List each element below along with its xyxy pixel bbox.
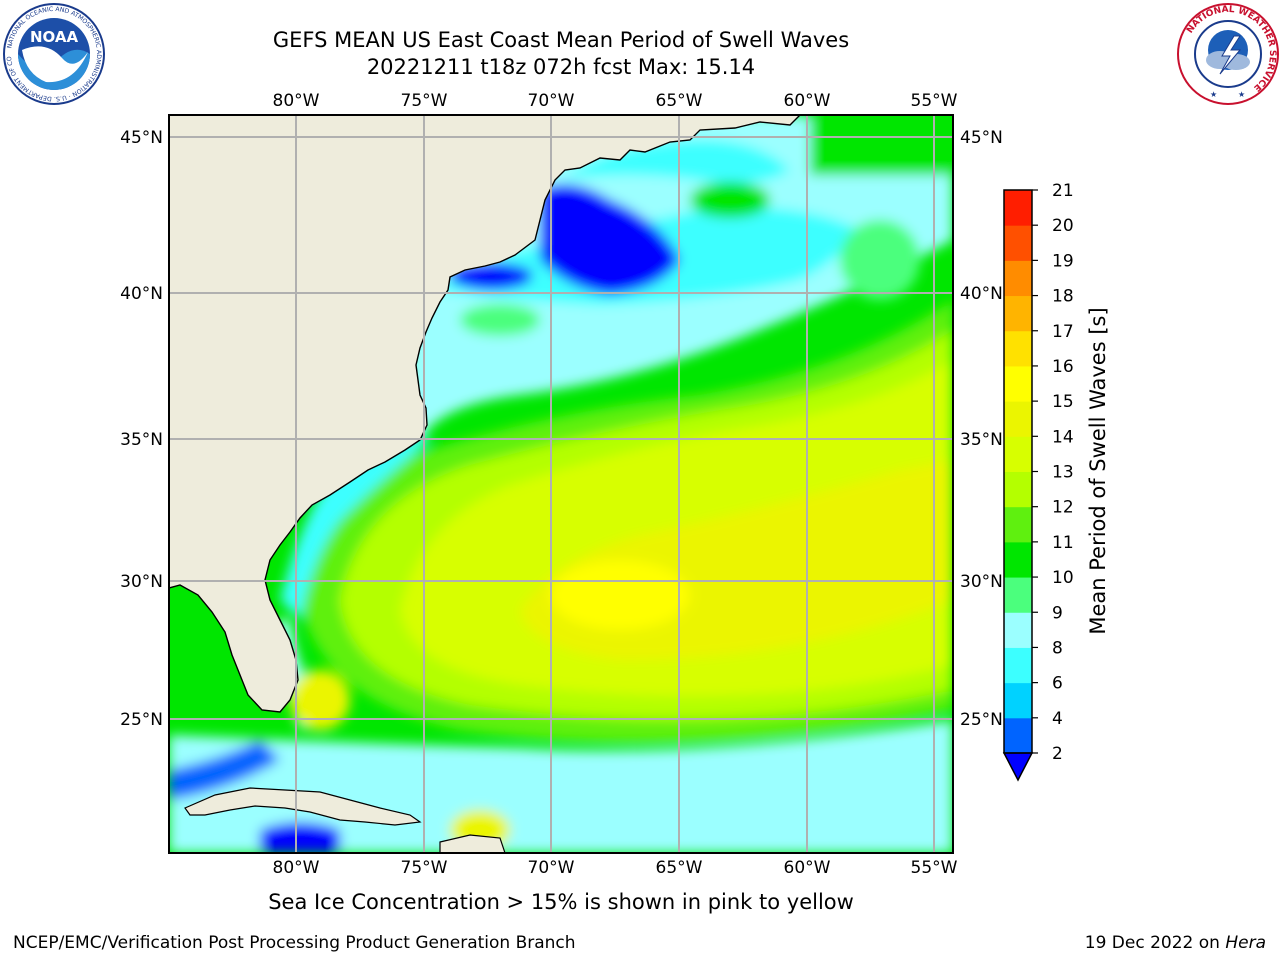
lon-label: 55°W (911, 91, 958, 111)
footer-host: Hera (1225, 933, 1266, 953)
lon-label: 80°W (273, 91, 320, 111)
footer-credit: NCEP/EMC/Verification Post Processing Pr… (13, 933, 576, 953)
lon-label: 65°W (656, 91, 703, 111)
lon-label: 70°W (528, 91, 575, 111)
colorbar-tick-label: 11 (1052, 533, 1074, 553)
colorbar-title: Mean Period of Swell Waves [s] (1086, 307, 1110, 634)
colorbar-segment (1004, 577, 1032, 613)
lat-label: 30°N (960, 572, 1003, 592)
sea-ice-note: Sea Ice Concentration > 15% is shown in … (268, 890, 854, 914)
svg-text:★: ★ (1210, 90, 1217, 99)
hispaniola (439, 834, 506, 853)
lon-label: 75°W (401, 858, 448, 878)
lat-labels-right: 45°N 40°N 35°N 30°N 25°N (960, 128, 1003, 730)
footer-date-text: 19 Dec 2022 on (1084, 933, 1226, 953)
colorbar-tick-label: 12 (1052, 498, 1074, 518)
lat-label: 40°N (960, 284, 1003, 304)
colorbar-tick-label: 10 (1052, 568, 1074, 588)
map-title: GEFS MEAN US East Coast Mean Period of S… (272, 28, 850, 52)
colorbar-tick-label: 13 (1052, 463, 1074, 483)
footer-date: 19 Dec 2022 on Hera (1085, 933, 1266, 953)
graticule (169, 115, 953, 853)
colorbar-segment (1004, 506, 1032, 543)
lon-label: 60°W (784, 91, 831, 111)
colorbar-tick-label: 14 (1052, 427, 1074, 447)
map-plot-area (169, 115, 953, 853)
colorbar-tick-label: 18 (1052, 287, 1074, 307)
lat-label: 35°N (120, 430, 163, 450)
lon-labels-top: 80°W 75°W 70°W 65°W 60°W 55°W (273, 91, 958, 111)
colorbar-segment (1004, 225, 1032, 261)
colorbar-segment (1004, 260, 1032, 297)
colorbar-tick-label: 9 (1052, 603, 1063, 623)
colorbar-tick-label: 21 (1052, 181, 1074, 201)
colorbar: 2 4 6 8 9 10 11 12 13 14 15 16 17 18 19 20 21 (1002, 181, 1074, 782)
colorbar-tick-label: 20 (1052, 216, 1074, 236)
colorbar-under-arrow (1002, 752, 1034, 782)
colorbar-segment (1004, 190, 1032, 226)
map-frame (168, 114, 954, 854)
svg-text:★: ★ (1238, 90, 1245, 99)
map-subtitle: 20221211 t18z 072h fcst Max: 15.14 (366, 55, 756, 79)
lat-label: 45°N (960, 128, 1003, 148)
lon-labels-bottom: 80°W 75°W 70°W 65°W 60°W 55°W (273, 858, 958, 878)
colorbar-segment (1004, 401, 1032, 437)
lon-label: 65°W (656, 858, 703, 878)
lon-label: 80°W (273, 858, 320, 878)
lat-label: 25°N (960, 710, 1003, 730)
colorbar-segment (1004, 471, 1032, 508)
colorbar-segment (1004, 541, 1032, 578)
lat-label: 45°N (120, 128, 163, 148)
colorbar-segment (1004, 330, 1032, 367)
lat-label: 40°N (120, 284, 163, 304)
colorbar-segment (1004, 295, 1032, 332)
colorbar-tick-label: 4 (1052, 709, 1063, 729)
cuba (184, 787, 422, 826)
lon-label: 55°W (911, 858, 958, 878)
colorbar-segment (1004, 365, 1032, 402)
colorbar-tick-label: 8 (1052, 638, 1063, 658)
colorbar-segment (1004, 612, 1032, 648)
lat-label: 30°N (120, 572, 163, 592)
swell-period-field (169, 115, 953, 853)
nws-logo: NATIONAL WEATHER SERVICE ★ ★ (1177, 3, 1279, 105)
colorbar-tick-label: 19 (1052, 251, 1074, 271)
lon-label: 75°W (401, 91, 448, 111)
lon-label: 60°W (784, 858, 831, 878)
colorbar-tick-label: 2 (1052, 744, 1063, 764)
lat-label: 35°N (960, 430, 1003, 450)
lat-label: 25°N (120, 710, 163, 730)
colorbar-segment (1004, 717, 1032, 754)
lon-label: 70°W (528, 858, 575, 878)
noaa-logo: NATIONAL OCEANIC AND ATMOSPHERIC ADMINIS… (2, 2, 105, 105)
colorbar-tick-label: 15 (1052, 392, 1074, 412)
colorbar-segment (1004, 436, 1032, 472)
colorbar-tick-label: 17 (1052, 322, 1074, 342)
colorbar-segment (1004, 682, 1032, 719)
colorbar-segment (1004, 647, 1032, 684)
lat-labels-left: 45°N 40°N 35°N 30°N 25°N (120, 128, 163, 730)
colorbar-tick-label: 16 (1052, 357, 1074, 377)
colorbar-tick-label: 6 (1052, 674, 1063, 694)
svg-text:NOAA: NOAA (30, 28, 79, 46)
